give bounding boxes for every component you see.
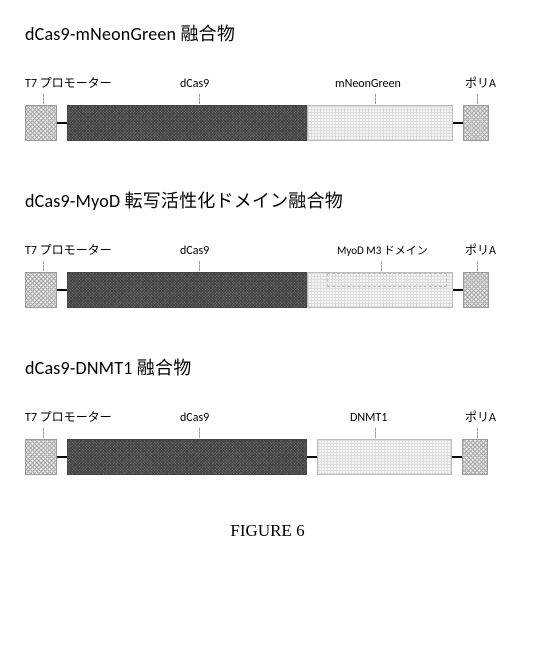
segment-label: mNeonGreen <box>335 77 401 91</box>
labels-row: T7 プロモーター dCas9 MyoD M3 ドメイン ポリA <box>25 241 510 271</box>
connector-line <box>452 456 462 458</box>
label-tick <box>43 94 44 104</box>
segment-box <box>25 272 57 308</box>
label-tick <box>43 428 44 438</box>
connector-line <box>453 289 463 291</box>
construct: dCas9-DNMT1 融合物 T7 プロモーター dCas9 DNMT1 ポリA <box>25 354 510 476</box>
connector-line <box>57 122 67 124</box>
segment-label: DNMT1 <box>350 411 387 425</box>
construct: dCas9-mNeonGreen 融合物 T7 プロモーター dCas9 mNeonG… <box>25 20 510 142</box>
figure-caption: FIGURE 6 <box>25 521 510 541</box>
segment-box <box>67 105 307 141</box>
figure-root: dCas9-mNeonGreen 融合物 T7 プロモーター dCas9 mNeonG… <box>25 20 510 541</box>
segment-box <box>25 439 57 475</box>
segment-label: dCas9 <box>180 77 209 91</box>
label-tick <box>477 94 478 104</box>
segment-label: ポリA <box>465 408 496 425</box>
segment-label: dCas9 <box>180 411 209 425</box>
labels-row: T7 プロモーター dCas9 mNeonGreen ポリA <box>25 74 510 104</box>
connector-line <box>453 122 463 124</box>
construct: dCas9-MyoD 転写活性化ドメイン融合物 T7 プロモーター dCas9 Myo… <box>25 187 510 309</box>
segment-label: T7 プロモーター <box>25 74 112 91</box>
segment-label: T7 プロモーター <box>25 408 112 425</box>
segment-box <box>463 272 489 308</box>
segment-label: T7 プロモーター <box>25 241 112 258</box>
construct-title: dCas9-mNeonGreen 融合物 <box>25 20 510 46</box>
segment-box <box>25 105 57 141</box>
label-tick <box>477 428 478 438</box>
label-tick <box>43 261 44 271</box>
label-tick <box>375 94 376 104</box>
segment-label: dCas9 <box>180 244 209 258</box>
label-tick <box>199 428 200 438</box>
connector-line <box>307 456 317 458</box>
segment-box <box>67 272 307 308</box>
bar-row <box>25 104 510 142</box>
segment-label: ポリA <box>465 241 496 258</box>
segment-label: ポリA <box>465 74 496 91</box>
label-tick <box>477 261 478 271</box>
connector-line <box>57 289 67 291</box>
construct-title: dCas9-MyoD 転写活性化ドメイン融合物 <box>25 187 510 213</box>
sub-domain-box <box>327 273 447 287</box>
label-tick <box>199 94 200 104</box>
segment-box <box>463 105 489 141</box>
segment-box <box>317 439 452 475</box>
bar-row <box>25 438 510 476</box>
labels-row: T7 プロモーター dCas9 DNMT1 ポリA <box>25 408 510 438</box>
segment-label: MyoD M3 ドメイン <box>337 242 428 258</box>
segment-box <box>462 439 488 475</box>
construct-title: dCas9-DNMT1 融合物 <box>25 354 510 380</box>
label-tick <box>375 428 376 438</box>
connector-line <box>57 456 67 458</box>
segment-box <box>67 439 307 475</box>
label-tick <box>381 261 382 271</box>
label-tick <box>199 261 200 271</box>
segment-box <box>307 105 453 141</box>
